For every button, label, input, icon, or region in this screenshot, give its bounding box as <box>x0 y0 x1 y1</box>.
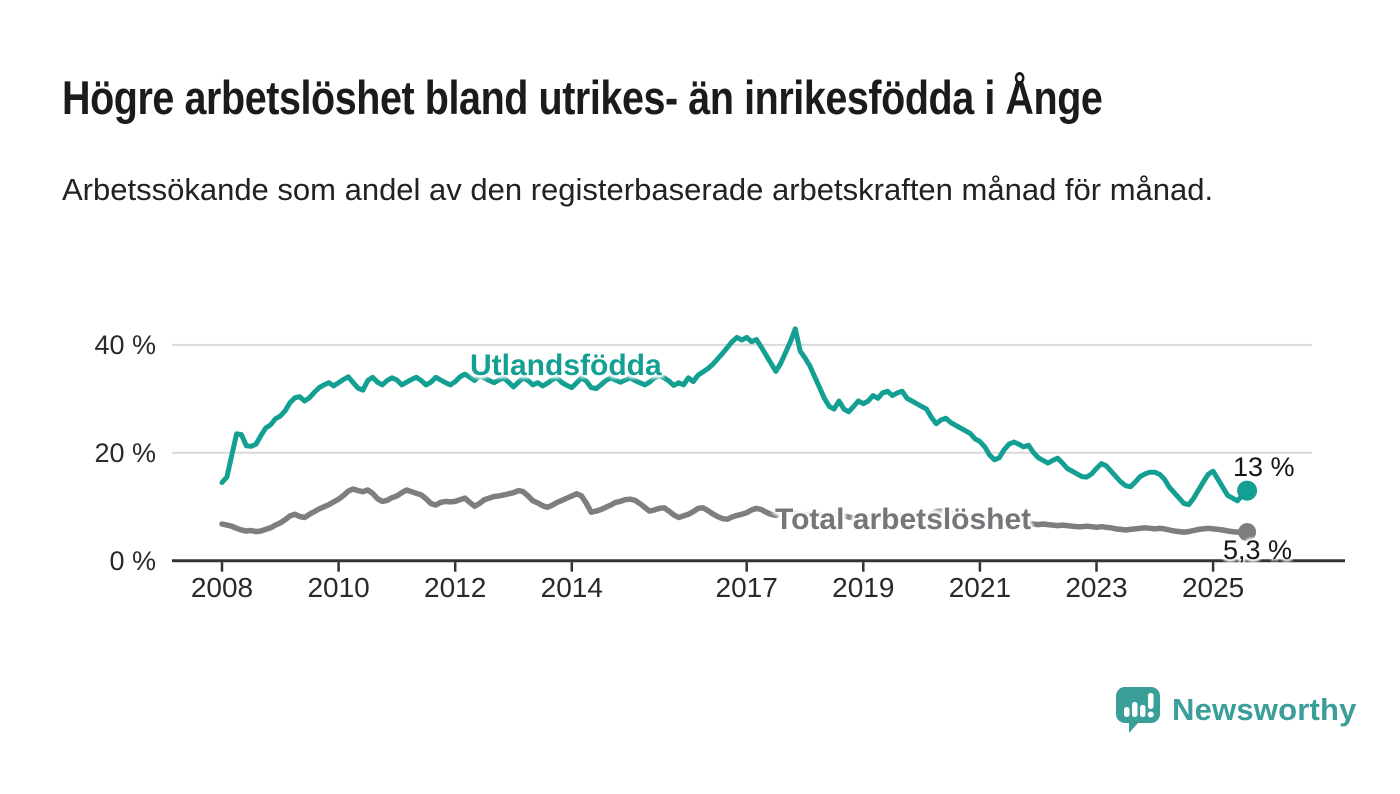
utlandsfodda-end-dot <box>1237 480 1258 501</box>
total-arbetsloshet-end-dot <box>1238 523 1257 542</box>
total-arbetsloshet-line <box>219 486 1250 536</box>
series-label-utlandsfodda: Utlandsfödda <box>470 349 662 382</box>
chart-subtitle: Arbetssökande som andel av den registerb… <box>62 172 1214 207</box>
end-value-label-total-arbetsloshet: 5,3 % <box>1223 535 1293 565</box>
x-axis-tick-label: 2017 <box>715 572 778 603</box>
y-axis-tick-label: 0 % <box>109 545 156 576</box>
y-axis-tick-label: 40 % <box>94 329 156 360</box>
x-axis-tick-label: 2014 <box>540 572 603 603</box>
y-axis-tick-label: 20 % <box>94 437 156 468</box>
x-axis-tick-label: 2019 <box>832 572 895 603</box>
x-axis-tick-label: 2010 <box>307 572 370 603</box>
x-axis-tick-label: 2023 <box>1065 572 1128 603</box>
newsworthy-wordmark: Newsworthy <box>1172 692 1357 727</box>
utlandsfodda-line <box>219 326 1250 508</box>
x-axis-tick-label: 2021 <box>948 572 1012 603</box>
x-axis-tick-label: 2012 <box>424 572 487 603</box>
chart-title: Högre arbetslöshet bland utrikes- än inr… <box>62 71 1103 124</box>
series-label-total-arbetsloshet: Total arbetslöshet <box>775 503 1032 536</box>
newsworthy-logo: Newsworthy <box>1115 686 1357 734</box>
x-axis-tick-label: 2025 <box>1181 572 1245 603</box>
end-value-label-utlandsfodda: 13 % <box>1233 452 1295 482</box>
newsworthy-icon <box>1116 687 1160 733</box>
x-axis-tick-label: 2008 <box>190 572 254 603</box>
